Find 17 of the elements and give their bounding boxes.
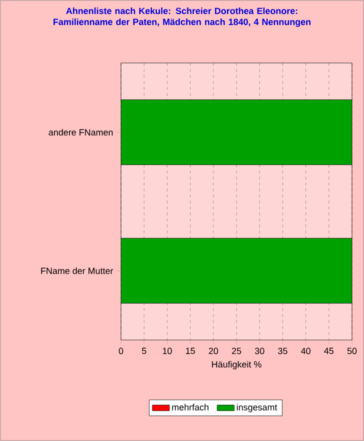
y-tick-label: FName der Mutter: [41, 267, 114, 274]
legend-label: mehrfach: [172, 404, 208, 410]
x-tick-label: 25: [232, 348, 242, 354]
x-tick-label: 50: [347, 348, 357, 354]
x-tick-label: 35: [278, 348, 288, 354]
x-tick-label: 5: [142, 348, 146, 354]
y-tick-label: andere FNamen: [48, 128, 113, 136]
x-tick-label: 45: [324, 348, 334, 354]
x-tick-label: 30: [254, 348, 264, 354]
x-tick-label: 10: [162, 348, 172, 354]
x-tick-label: 15: [186, 348, 195, 354]
chart-title: Ahnenliste nach Kekule: Schreier Dorothea Eleonore: Familienname der Paten, Mädchen nach 1840, 4 Nennungen: [54, 8, 310, 27]
x-tick-label: 40: [301, 348, 310, 354]
x-tick-label: 20: [208, 348, 218, 354]
legend-label: insgesamt: [236, 404, 278, 412]
x-axis-title: Häufigkeit %: [212, 360, 262, 370]
x-tick-label: 0: [118, 348, 124, 354]
